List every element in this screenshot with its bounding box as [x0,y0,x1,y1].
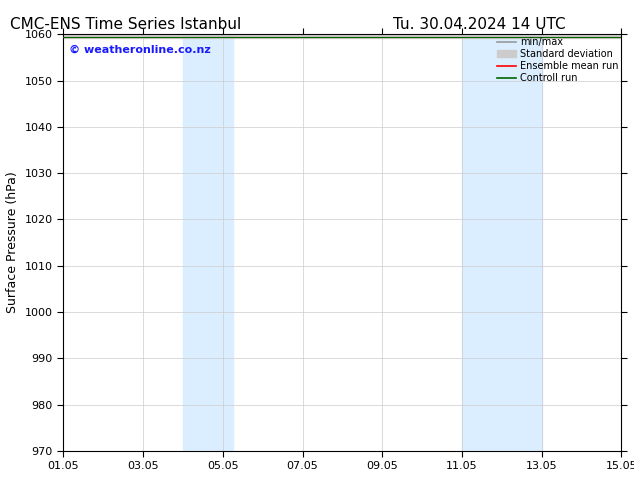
Y-axis label: Surface Pressure (hPa): Surface Pressure (hPa) [6,172,19,314]
Legend: min/max, Standard deviation, Ensemble mean run, Controll run: min/max, Standard deviation, Ensemble me… [496,37,618,83]
Bar [462,34,541,451]
Text: © weatheronline.co.nz: © weatheronline.co.nz [69,45,210,55]
Text: Tu. 30.04.2024 14 UTC: Tu. 30.04.2024 14 UTC [393,17,566,32]
Bar [183,34,233,451]
Text: CMC-ENS Time Series Istanbul: CMC-ENS Time Series Istanbul [10,17,241,32]
